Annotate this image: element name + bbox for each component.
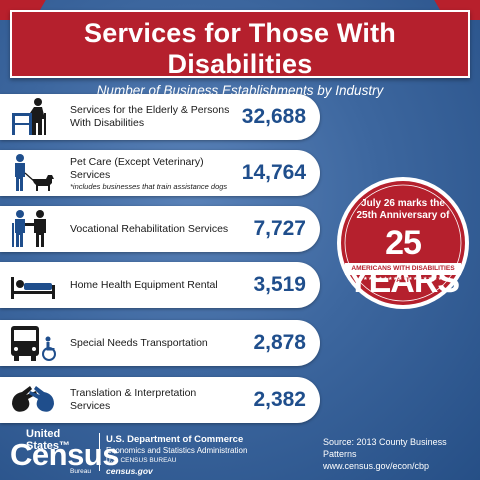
service-dog-icon <box>15 154 54 191</box>
hospital-bed-icon <box>11 277 55 299</box>
industry-value: 2,382 <box>253 388 306 411</box>
sign-language-icon <box>12 386 54 412</box>
industry-note: *includes businesses that train assistan… <box>70 181 228 191</box>
industry-label: Translation & Interpretation Services <box>70 377 235 423</box>
page-title: Services for Those With Disabilities <box>84 18 396 79</box>
industry-label: Home Health Equipment Rental <box>70 262 235 308</box>
industry-name: Pet Care (Except Veterinary) Services <box>70 155 204 181</box>
dept-line-1: U.S. Department of Commerce <box>106 434 244 445</box>
industry-name: Home Health Equipment Rental <box>70 278 218 291</box>
industry-row-home-health: Home Health Equipment Rental 3,519 <box>0 262 320 308</box>
logo-census: Census <box>10 437 119 472</box>
rehabilitation-icon <box>12 210 46 247</box>
logo-bureau: Bureau <box>70 468 91 475</box>
footer-divider <box>99 433 100 471</box>
seal-line-1: July 26 marks the <box>361 198 445 209</box>
industry-name: Special Needs Transportation <box>70 336 208 349</box>
seal-ada-band: AMERICANS WITH DISABILITIES ACT <box>345 263 461 284</box>
seal-line-2: 25th Anniversary of <box>356 210 450 221</box>
census-logo: United States™ Census Bureau <box>10 428 119 475</box>
source-text: Source: 2013 County Business Patterns <box>323 437 447 459</box>
industry-label: Vocational Rehabilitation Services <box>70 206 235 252</box>
source-info: Source: 2013 County Business Patterns ww… <box>323 436 480 472</box>
ada-anniversary-seal: July 26 marks the 25th Anniversary of 25… <box>336 176 470 310</box>
industry-value: 14,764 <box>241 161 306 184</box>
industry-name: Vocational Rehabilitation Services <box>70 222 229 235</box>
logo-united-states: United States™ <box>26 428 71 452</box>
department-info: U.S. Department of Commerce Economics an… <box>106 434 247 477</box>
census-gov-link[interactable]: census.gov <box>106 466 153 476</box>
industry-label: Services for the Elderly & Persons With … <box>70 94 235 140</box>
industry-row-translation: Translation & Interpretation Services 2,… <box>0 377 320 423</box>
dept-line-2: Economics and Statistics Administration <box>106 446 248 455</box>
industry-label: Pet Care (Except Veterinary) Services *i… <box>70 150 235 196</box>
industry-name: Services for the Elderly & Persons With … <box>70 104 230 129</box>
industry-value: 7,727 <box>253 217 306 240</box>
industry-row-transportation: Special Needs Transportation 2,878 <box>0 320 320 366</box>
seal-text: July 26 marks the 25th Anniversary of <box>336 198 470 222</box>
industry-name: Translation & Interpretation Services <box>70 387 197 412</box>
bus-wheelchair-icon <box>11 326 56 361</box>
seal-years: 25 YEARS <box>347 224 460 300</box>
industry-value: 32,688 <box>241 105 306 128</box>
industry-row-elderly: Services for the Elderly & Persons With … <box>0 94 320 140</box>
seal-stars: ★★★★★★★★★★★★★★★★ <box>363 276 443 282</box>
title-banner: Services for Those With Disabilities Num… <box>10 10 470 98</box>
industry-row-vocational: Vocational Rehabilitation Services 7,727 <box>0 206 320 252</box>
industry-row-pet-care: Pet Care (Except Veterinary) Services *i… <box>0 150 320 196</box>
source-url[interactable]: www.census.gov/econ/cbp <box>323 461 430 471</box>
elderly-walker-icon <box>12 98 46 135</box>
industry-value: 2,878 <box>253 331 306 354</box>
industry-label: Special Needs Transportation <box>70 320 235 366</box>
industry-value: 3,519 <box>253 273 306 296</box>
dept-line-3: U.S. CENSUS BUREAU <box>106 457 177 464</box>
